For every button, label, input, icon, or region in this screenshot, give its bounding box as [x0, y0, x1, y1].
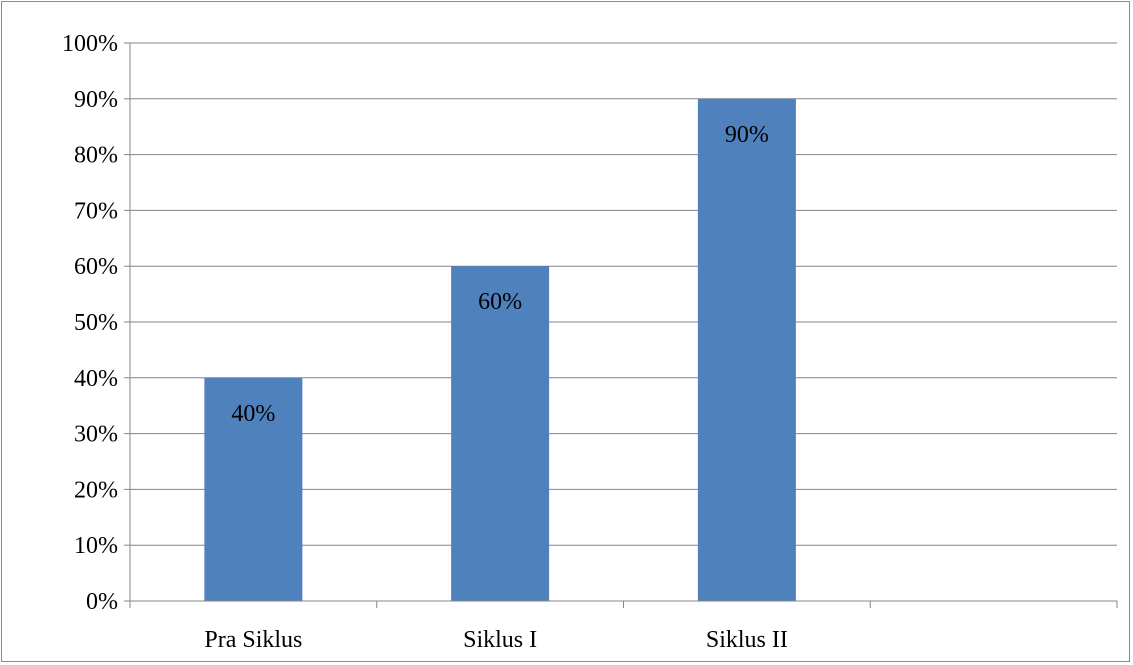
y-tick-label: 50% — [74, 310, 118, 336]
x-category-label: Pra Siklus — [204, 627, 302, 653]
y-tick-label: 90% — [74, 87, 118, 113]
data-label: 40% — [231, 401, 275, 427]
y-tick-label: 80% — [74, 143, 118, 169]
bar — [697, 98, 796, 602]
y-tick-label: 40% — [74, 366, 118, 392]
y-tick-label: 100% — [62, 31, 118, 57]
data-label: 90% — [725, 122, 769, 148]
y-tick-label: 20% — [74, 477, 118, 503]
x-category-label: Siklus II — [706, 627, 788, 653]
data-label: 60% — [478, 289, 522, 315]
bar — [451, 266, 550, 601]
x-category-label: Siklus I — [463, 627, 537, 653]
axes — [124, 42, 1118, 608]
y-tick-label: 0% — [86, 589, 118, 615]
y-tick-label: 30% — [74, 422, 118, 448]
y-tick-label: 10% — [74, 533, 118, 559]
labels: 0% 10% 20% 30% 40% 50% 60% 70% 80% 90% 100% 40% Pra … — [62, 31, 788, 653]
bars — [204, 98, 796, 602]
y-tick-label: 70% — [74, 198, 118, 224]
bar — [204, 377, 303, 601]
y-tick-label: 60% — [74, 254, 118, 280]
